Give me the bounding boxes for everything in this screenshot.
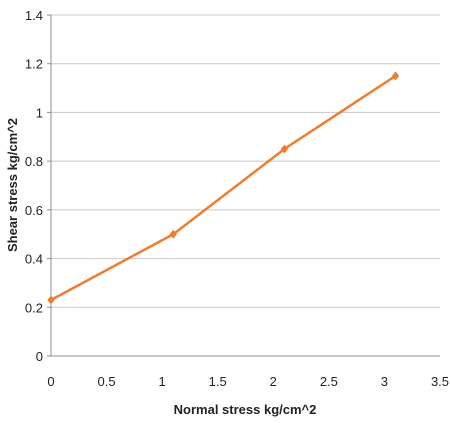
y-tick-label: 0 [36,349,43,364]
x-tick-label: 1.5 [209,374,227,389]
y-tick-label: 0.8 [25,154,43,169]
x-tick-label: 0 [47,374,54,389]
y-tick-label: 1 [36,105,43,120]
x-tick-label: 2.5 [320,374,338,389]
y-tick-label: 0.4 [25,252,43,267]
y-tick-labels: 0 0.2 0.4 0.6 0.8 1 1.2 1.4 [25,8,43,364]
data-point [47,295,55,305]
x-tick-labels: 0 0.5 1 1.5 2 2.5 3 3.5 [47,374,449,389]
y-tick-label: 0.2 [25,300,43,315]
data-point [280,144,288,154]
x-axis-title: Normal stress kg/cm^2 [174,402,317,417]
axes [47,14,440,357]
gridlines [51,14,440,308]
y-axis-title: Shear stress kg/cm^2 [5,118,20,252]
data-point [169,229,177,239]
x-tick-label: 2 [270,374,277,389]
x-tick-label: 0.5 [98,374,116,389]
y-tick-label: 1.2 [25,57,43,72]
x-tick-label: 3.5 [431,374,449,389]
series-line [50,74,397,302]
series-layer [47,71,400,305]
y-tick-label: 1.4 [25,8,43,23]
x-tick-label: 1 [159,374,166,389]
data-point [391,71,400,81]
y-tick-label: 0.6 [25,203,43,218]
x-tick-label: 3 [381,374,388,389]
